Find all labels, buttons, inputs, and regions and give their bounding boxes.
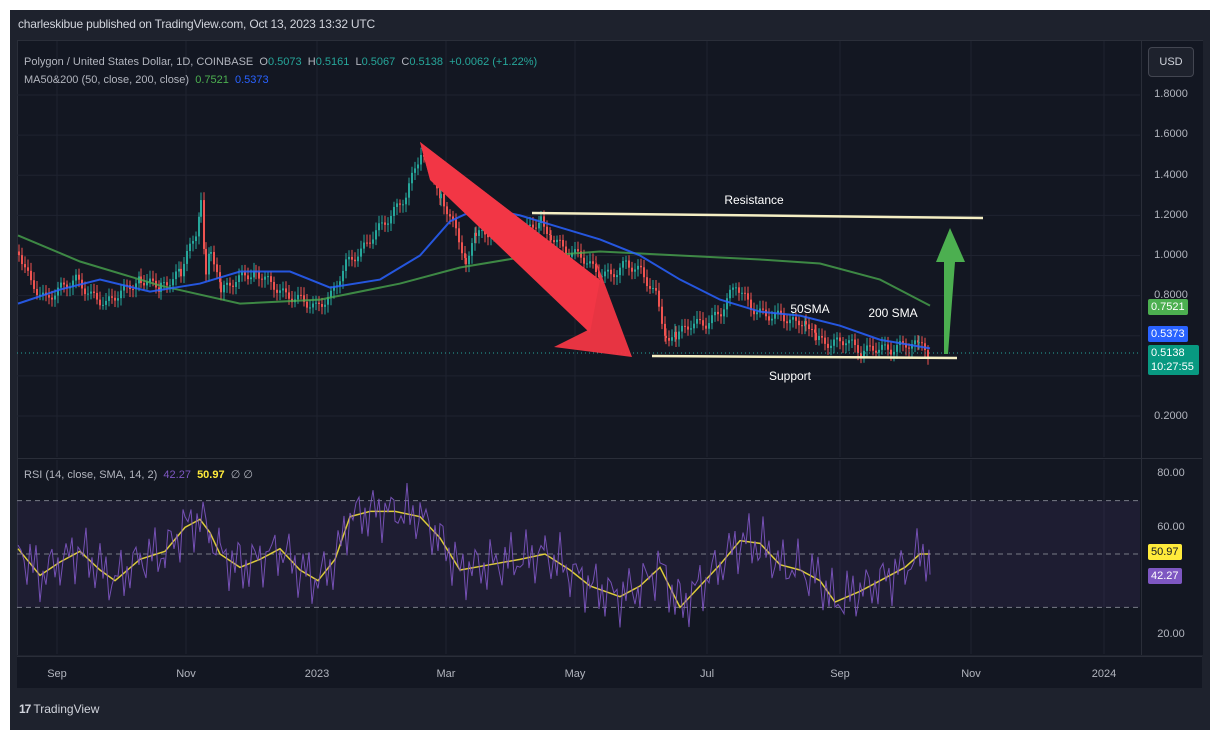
sma50-label: 50SMA <box>790 302 830 316</box>
time-label: 2024 <box>1091 668 1117 680</box>
rsi-value: 42.27 <box>163 469 191 481</box>
ma50-price-badge: 0.7521 <box>1148 299 1188 315</box>
sma200-label: 200 SMA <box>868 306 918 320</box>
time-axis[interactable] <box>17 656 1202 688</box>
time-label: Jul <box>699 668 715 680</box>
price-axis[interactable] <box>1141 40 1203 459</box>
rsi-extra: ∅ ∅ <box>230 469 253 481</box>
ma200-price-badge: 0.5373 <box>1148 326 1188 342</box>
price-tick: 1.6000 <box>1154 128 1188 140</box>
rsi-tick: 20.00 <box>1157 628 1185 640</box>
price-tick: 1.8000 <box>1154 88 1188 100</box>
tradingview-brand: TradingView <box>33 702 100 716</box>
low-value: 0.5067 <box>361 56 396 68</box>
time-label: Nov <box>176 668 196 680</box>
price-tick: 0.2000 <box>1154 410 1188 422</box>
support-label: Support <box>768 369 812 383</box>
price-tick: 0.8000 <box>1154 289 1188 301</box>
rsi-legend: RSI (14, close, SMA, 14, 2) 42.27 50.97 … <box>24 468 253 481</box>
currency-button[interactable]: USD <box>1148 47 1194 77</box>
last-price-badge: 0.5138 10:27:55 <box>1148 345 1199 375</box>
time-label: 2023 <box>304 668 330 680</box>
price-tick: 1.2000 <box>1154 209 1188 221</box>
rsi-indicator-label[interactable]: RSI (14, close, SMA, 14, 2) <box>24 469 158 481</box>
rsi-tick: 60.00 <box>1157 521 1185 533</box>
time-label: Nov <box>961 668 981 680</box>
rsi-sma-value: 50.97 <box>197 469 225 481</box>
change-value: +0.0062 (+1.22%) <box>449 56 538 68</box>
time-label: Sep <box>830 668 850 680</box>
symbol-legend: Polygon / United States Dollar, 1D, COIN… <box>24 56 538 86</box>
time-label: Sep <box>47 668 67 680</box>
price-tick: 1.4000 <box>1154 169 1188 181</box>
high-value: 0.5161 <box>315 56 350 68</box>
publish-info: charleskibue published on TradingView.co… <box>18 17 375 31</box>
rsi-sma-badge: 50.97 <box>1148 544 1182 560</box>
pane-separator[interactable] <box>17 458 1202 459</box>
ma-indicator-label[interactable]: MA50&200 (50, close, 200, close) <box>24 74 190 86</box>
rsi-pane[interactable] <box>17 459 1141 655</box>
last-price: 0.5138 <box>1151 347 1185 359</box>
time-label: Mar <box>436 668 456 680</box>
ma50-value: 0.7521 <box>195 74 229 86</box>
close-value: 0.5138 <box>409 56 443 68</box>
rsi-tick: 80.00 <box>1157 467 1185 479</box>
time-label: May <box>564 668 586 680</box>
bar-countdown: 10:27:55 <box>1151 361 1194 373</box>
resistance-label: Resistance <box>724 193 784 207</box>
price-tick: 1.0000 <box>1154 249 1188 261</box>
tradingview-logo-icon: 17 <box>19 702 31 716</box>
tradingview-footer[interactable]: 17 TradingView <box>19 702 99 716</box>
symbol-title[interactable]: Polygon / United States Dollar, 1D, COIN… <box>24 56 254 68</box>
ma200-value: 0.5373 <box>235 74 269 86</box>
rsi-badge: 42.27 <box>1148 568 1182 584</box>
open-value: 0.5073 <box>267 56 302 68</box>
